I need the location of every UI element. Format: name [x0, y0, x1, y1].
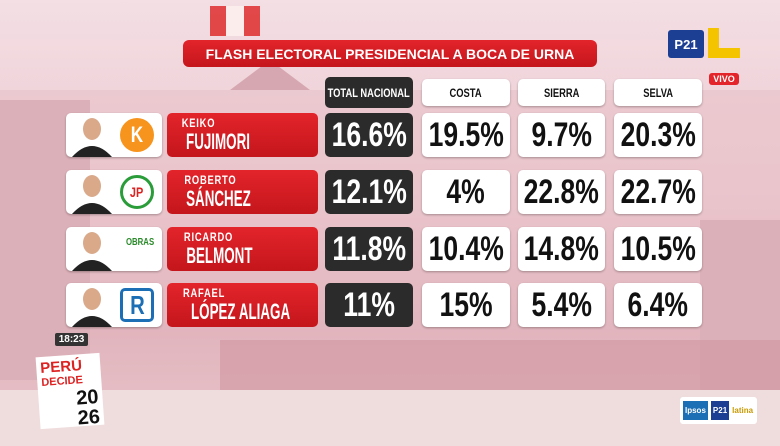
- candidate-name-box: RAFAEL LÓPEZ ALIAGA: [167, 283, 318, 327]
- first-name-line: ROBERTO: [177, 173, 308, 187]
- first-name: ROBERTO: [184, 173, 237, 187]
- result-value: 6.4%: [627, 285, 689, 324]
- first-name-line: RAFAEL: [177, 286, 308, 300]
- party-logo: JP: [120, 175, 154, 209]
- clock: 18:23: [55, 333, 88, 346]
- last-name: SÁNCHEZ: [186, 186, 251, 211]
- live-badge: VIVO: [709, 73, 739, 85]
- logo-line: 26: [76, 406, 101, 430]
- sponsor-strip: Ipsos P21 latina: [680, 397, 757, 424]
- result-cell: 10.4%: [422, 227, 510, 271]
- sponsor: latina: [732, 406, 754, 415]
- last-name-line: SÁNCHEZ: [177, 187, 279, 211]
- latina-logo: [708, 28, 740, 58]
- result-value: 11.8%: [332, 229, 406, 268]
- candidate-name-box: RICARDO BELMONT: [167, 227, 318, 271]
- candidate-photo: [72, 118, 112, 157]
- brand-logo: P21: [668, 30, 704, 58]
- sponsor: Ipsos: [683, 401, 708, 420]
- first-name: RAFAEL: [182, 286, 226, 300]
- column-title: TOTAL NACIONAL: [327, 85, 411, 100]
- party-name: K: [130, 122, 144, 147]
- column-header: COSTA: [422, 79, 510, 106]
- result-value: 5.4%: [531, 285, 592, 324]
- first-name-line: RICARDO: [177, 230, 308, 244]
- result-cell: 11.8%: [325, 227, 413, 271]
- result-cell: 14.8%: [518, 227, 605, 271]
- live: VIVO: [713, 74, 735, 84]
- result-cell: 20.3%: [614, 113, 702, 157]
- result-cell: 19.5%: [422, 113, 510, 157]
- last-name-line: LÓPEZ ALIAGA: [177, 300, 290, 324]
- result-value: 22.7%: [620, 172, 696, 211]
- party-logo: K: [120, 118, 154, 152]
- last-name: BELMONT: [186, 243, 253, 268]
- time: 18:23: [58, 334, 85, 345]
- brand: P21: [674, 36, 698, 52]
- result-cell: 22.7%: [614, 170, 702, 214]
- column-title: COSTA: [449, 85, 483, 100]
- last-name: FUJIMORI: [186, 129, 250, 154]
- party-name: R: [129, 289, 145, 320]
- result-value: 14.8%: [523, 229, 600, 268]
- result-value: 16.6%: [331, 115, 407, 154]
- result-cell: 5.4%: [518, 283, 605, 327]
- first-name: KEIKO: [181, 116, 216, 130]
- result-cell: 16.6%: [325, 113, 413, 157]
- last-name-line: BELMONT: [177, 244, 279, 268]
- result-value: 10.5%: [620, 229, 696, 268]
- result-value: 20.3%: [620, 115, 696, 154]
- first-name-line: KEIKO: [177, 116, 308, 130]
- column-title: SELVA: [643, 85, 673, 100]
- result-value: 22.8%: [523, 172, 600, 211]
- party-name: OBRAS: [125, 236, 155, 248]
- last-name: LÓPEZ ALIAGA: [190, 299, 291, 324]
- result-value: 15%: [439, 285, 493, 324]
- result-cell: 4%: [422, 170, 510, 214]
- result-value: 11%: [343, 285, 395, 324]
- result-cell: 22.8%: [518, 170, 605, 214]
- title-banner: FLASH ELECTORAL PRESIDENCIAL A BOCA DE U…: [183, 40, 597, 67]
- column-header: TOTAL NACIONAL: [325, 77, 413, 108]
- party-logo: R: [120, 288, 154, 322]
- result-value: 4%: [446, 172, 486, 211]
- result-cell: 15%: [422, 283, 510, 327]
- candidate-name-box: KEIKO FUJIMORI: [167, 113, 318, 157]
- candidate-name-box: ROBERTO SÁNCHEZ: [167, 170, 318, 214]
- candidate-card: OBRAS: [66, 227, 162, 271]
- candidate-card: R: [66, 283, 162, 327]
- candidate-card: JP: [66, 170, 162, 214]
- result-value: 12.1%: [331, 172, 407, 211]
- party-logo: OBRAS: [120, 232, 160, 252]
- result-cell: 11%: [325, 283, 413, 327]
- last-name-line: FUJIMORI: [177, 130, 279, 154]
- candidate-photo: [72, 232, 112, 271]
- result-value: 9.7%: [531, 115, 592, 154]
- result-value: 19.5%: [428, 115, 504, 154]
- result-value: 10.4%: [428, 229, 504, 268]
- result-cell: 12.1%: [325, 170, 413, 214]
- result-cell: 6.4%: [614, 283, 702, 327]
- first-name: RICARDO: [183, 230, 234, 244]
- title: FLASH ELECTORAL PRESIDENCIAL A BOCA DE U…: [205, 45, 575, 62]
- sponsor: P21: [710, 401, 730, 420]
- column-title: SIERRA: [543, 85, 580, 100]
- party-name: JP: [130, 184, 144, 200]
- candidate-photo: [72, 288, 112, 327]
- column-header: SELVA: [614, 79, 702, 106]
- result-cell: 9.7%: [518, 113, 605, 157]
- candidate-photo: [72, 175, 112, 214]
- event-logo: PERÚ DECIDE 20 26: [35, 352, 105, 430]
- result-cell: 10.5%: [614, 227, 702, 271]
- column-header: SIERRA: [518, 79, 605, 106]
- candidate-card: K: [66, 113, 162, 157]
